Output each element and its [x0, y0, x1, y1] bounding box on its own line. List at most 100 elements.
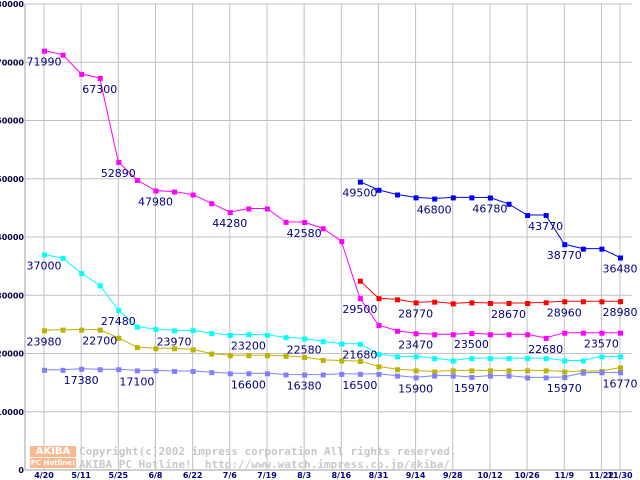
data-label: 15970	[547, 382, 582, 395]
data-point-magenta	[543, 335, 549, 341]
data-point-magenta	[116, 159, 122, 165]
data-point-olive	[97, 327, 103, 333]
data-label: 23500	[454, 338, 489, 351]
data-point-blue	[395, 192, 401, 198]
data-label: 15900	[398, 382, 433, 395]
data-point-blue	[506, 201, 512, 207]
data-point-olive	[487, 368, 493, 374]
x-tick-label: 6/22	[183, 471, 203, 480]
data-point-olive	[432, 369, 438, 375]
copyright-text: Copyright(c)2002 impress corporation All…	[79, 445, 457, 458]
x-tick-label: 11/9	[554, 471, 574, 480]
data-label: 71990	[27, 56, 62, 69]
data-point-blue	[376, 187, 382, 193]
pc-hotline-logo: PC Hotline!	[30, 458, 76, 468]
data-point-cyan	[302, 336, 308, 342]
data-point-lavender	[599, 370, 605, 376]
data-label: 28670	[491, 308, 526, 321]
data-point-cyan	[506, 356, 512, 362]
data-point-magenta	[357, 296, 363, 302]
data-point-cyan	[618, 354, 623, 360]
data-point-magenta	[487, 332, 493, 338]
y-tick-label: 0	[18, 466, 24, 475]
x-tick-label: 7/19	[257, 471, 277, 480]
data-label: 28770	[398, 307, 433, 320]
data-point-olive	[264, 353, 270, 359]
series-line-cyan	[43, 253, 620, 361]
x-tick-label: 8/16	[331, 471, 351, 480]
data-point-magenta	[60, 52, 66, 58]
x-tick-label: 8/31	[369, 471, 389, 480]
data-label: 46800	[417, 204, 452, 217]
data-point-cyan	[543, 356, 549, 362]
data-label: 21680	[342, 349, 377, 362]
data-label: 22700	[82, 335, 117, 348]
data-point-olive	[450, 368, 456, 374]
data-point-cyan	[580, 358, 586, 364]
site-url-text: AKIBA PC Hotline! http://www.watch.impre…	[79, 458, 450, 471]
y-tick-label: 80000	[0, 0, 24, 9]
data-label: 38770	[547, 249, 582, 262]
data-point-cyan	[134, 324, 140, 330]
data-point-olive	[302, 354, 308, 360]
data-point-lavender	[302, 372, 308, 378]
data-point-cyan	[227, 332, 233, 338]
data-label: 23970	[157, 335, 192, 348]
data-label: 43770	[528, 220, 563, 233]
data-point-lavender	[395, 373, 401, 379]
akiba-logo: AKIBA	[30, 446, 76, 457]
data-label: 47980	[138, 196, 173, 209]
series-line-olive	[43, 329, 621, 373]
data-point-olive	[562, 369, 568, 375]
data-point-magenta	[432, 332, 438, 338]
data-point-cyan	[190, 328, 196, 334]
data-point-blue	[487, 195, 493, 201]
data-label: 37000	[27, 259, 62, 272]
data-point-red	[413, 300, 419, 306]
x-tick-label: 7/6	[223, 471, 237, 480]
x-tick-label: 10/12	[477, 471, 502, 480]
data-point-olive	[60, 327, 66, 333]
data-point-lavender	[264, 371, 270, 377]
data-point-olive	[525, 368, 531, 374]
data-point-olive	[339, 358, 345, 364]
data-label: 17380	[64, 374, 99, 387]
y-tick-label: 60000	[0, 117, 24, 126]
data-point-olive	[543, 368, 549, 374]
data-label: 42580	[287, 227, 322, 240]
data-point-cyan	[450, 358, 456, 364]
data-point-lavender	[97, 367, 103, 373]
data-point-magenta	[580, 330, 586, 336]
data-point-magenta	[97, 75, 103, 81]
data-point-magenta	[506, 332, 512, 338]
data-point-red	[599, 299, 605, 305]
data-point-red	[376, 296, 382, 302]
data-point-magenta	[264, 206, 270, 212]
data-point-lavender	[525, 375, 531, 381]
data-point-olive	[172, 346, 178, 352]
data-label: 16770	[603, 377, 638, 390]
data-label: 67300	[82, 83, 117, 96]
data-point-red	[395, 297, 401, 303]
data-point-olive	[320, 357, 326, 363]
data-point-lavender	[618, 370, 623, 376]
data-point-olive	[357, 359, 363, 365]
data-point-cyan	[116, 307, 122, 313]
y-tick-label: 40000	[0, 233, 24, 242]
data-point-lavender	[79, 366, 85, 372]
y-tick-label: 10000	[0, 408, 24, 417]
data-point-red	[618, 299, 623, 305]
data-point-olive	[190, 347, 196, 353]
data-point-red	[506, 300, 512, 306]
data-point-blue	[432, 196, 438, 202]
data-point-lavender	[246, 371, 252, 377]
data-point-magenta	[320, 226, 326, 232]
data-point-magenta	[190, 192, 196, 198]
x-tick-label: 5/11	[71, 471, 91, 480]
data-point-cyan	[562, 358, 568, 364]
data-point-red	[469, 300, 475, 306]
data-point-olive	[227, 353, 233, 359]
data-point-lavender	[283, 372, 289, 378]
data-label: 28960	[547, 306, 582, 319]
